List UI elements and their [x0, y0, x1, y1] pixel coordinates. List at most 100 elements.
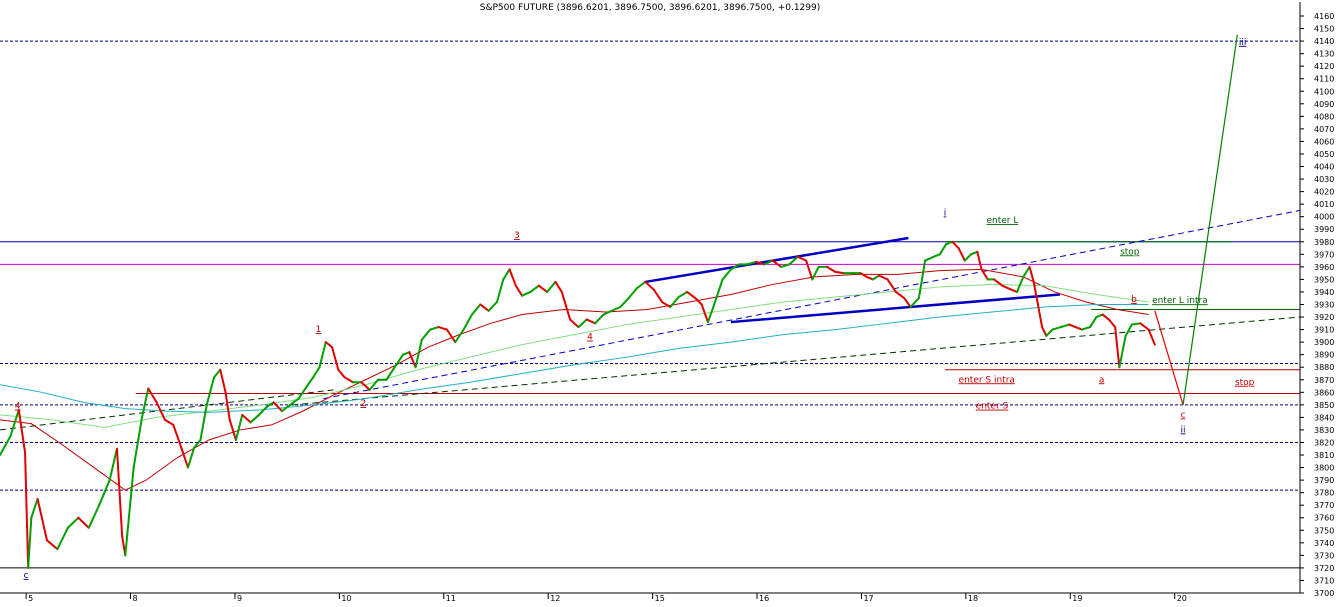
price-segment-138	[1028, 265, 1035, 283]
y-tick-label: 3980	[1314, 238, 1334, 247]
price-segment-15	[115, 447, 124, 538]
price-segment-11	[77, 516, 90, 529]
price-segment-17	[124, 466, 135, 557]
price-segment-133	[993, 278, 1004, 287]
price-segment-20	[147, 387, 158, 404]
price-segment-9	[56, 526, 69, 551]
price-segment-31	[224, 391, 231, 421]
moving-average-line-2	[0, 304, 1149, 413]
price-segment-96	[721, 268, 732, 281]
y-tick-label: 3780	[1314, 489, 1334, 498]
price-segment-21	[155, 401, 166, 421]
price-segment-141	[1041, 326, 1048, 337]
price-segment-90	[677, 290, 689, 298]
price-segment-139	[1032, 280, 1039, 306]
price-segment-92	[694, 297, 703, 306]
y-tick-label: 3880	[1314, 363, 1334, 372]
price-segment-123	[932, 253, 941, 258]
price-segment-22	[163, 418, 175, 426]
x-tick-label: 12	[550, 594, 560, 602]
price-segment-109	[825, 265, 837, 273]
price-segment-87	[652, 288, 664, 303]
y-tick-label: 4010	[1314, 200, 1334, 209]
x-tick-label: 5	[28, 594, 33, 602]
price-segment-101	[763, 259, 774, 266]
price-segment-144	[1059, 323, 1071, 329]
annotation-1: 1	[316, 325, 322, 335]
price-segment-93	[700, 303, 709, 324]
annotation-14: enter S	[976, 402, 1009, 412]
price-segment-73	[537, 284, 549, 293]
price-segment-125	[945, 240, 954, 246]
price-segment-43	[312, 366, 321, 379]
price-segment-119	[903, 297, 912, 309]
price-segment-81	[602, 309, 613, 316]
y-tick-label: 3930	[1314, 301, 1334, 310]
price-segment-86	[644, 280, 655, 291]
y-tick-label: 4070	[1314, 125, 1334, 134]
annotation-3: 2	[361, 399, 367, 409]
price-segment-60	[437, 326, 448, 331]
price-segment-8	[45, 539, 59, 551]
price-segment-94	[706, 303, 716, 324]
price-segment-57	[414, 338, 423, 369]
price-segment-50	[360, 381, 371, 391]
price-segment-78	[577, 318, 588, 329]
price-segment-69	[508, 268, 517, 287]
price-segment-74	[546, 280, 557, 293]
price-segment-128	[963, 253, 973, 262]
price-segment-99	[746, 260, 757, 266]
y-tick-label: 4100	[1314, 87, 1334, 96]
annotation-12: enter S intra	[959, 375, 1015, 385]
price-segment-118	[894, 290, 906, 300]
y-tick-label: 3860	[1314, 388, 1334, 397]
annotation-5: c	[24, 571, 29, 581]
y-tick-label: 3720	[1314, 564, 1334, 573]
price-segment-48	[343, 376, 354, 384]
annotation-17: iii	[1239, 38, 1247, 48]
y-tick-label: 4080	[1314, 112, 1334, 121]
y-tick-label: 3740	[1314, 539, 1334, 548]
y-tick-label: 3830	[1314, 426, 1334, 435]
trend-line-4	[323, 209, 1301, 400]
price-segment-102	[771, 259, 783, 268]
annotation-0: 3	[514, 231, 520, 241]
price-segment-152	[1114, 326, 1121, 369]
price-segment-65	[479, 303, 490, 312]
price-segment-85	[635, 280, 647, 290]
price-segment-71	[521, 290, 532, 297]
price-segment-155	[1130, 322, 1142, 326]
annotation-6: i	[944, 208, 947, 218]
price-segment-143	[1051, 326, 1062, 331]
price-segment-103	[780, 263, 791, 268]
y-tick-label: 3840	[1314, 413, 1334, 422]
annotation-8: stop	[1120, 247, 1140, 257]
price-segment-64	[470, 303, 482, 316]
y-tick-label: 3850	[1314, 401, 1334, 410]
price-segment-40	[289, 397, 300, 406]
price-segment-89	[669, 295, 680, 309]
price-segment-18	[132, 416, 144, 469]
price-segment-91	[686, 290, 697, 300]
trend-lines	[0, 34, 1301, 431]
price-segment-105	[796, 255, 808, 262]
y-tick-label: 3770	[1314, 501, 1334, 510]
x-tick-label: 16	[759, 594, 769, 602]
y-tick-label: 3800	[1314, 464, 1334, 473]
price-segment-54	[393, 353, 405, 369]
annotation-labels: 3 1 4 2 4 c i enter L stop b enter L intra a enter S…	[15, 38, 1255, 581]
price-segment-117	[886, 278, 897, 293]
x-tick-label: 17	[863, 594, 873, 602]
price-segment-129	[970, 250, 979, 256]
trend-line-7	[645, 236, 909, 284]
price-segment-39	[280, 403, 292, 413]
price-segment-72	[529, 284, 540, 293]
y-tick-label: 3760	[1314, 514, 1334, 523]
price-segment-1	[0, 435, 12, 457]
y-tick-label: 4060	[1314, 137, 1334, 146]
price-segment-151	[1107, 318, 1117, 329]
price-segment-14	[108, 447, 118, 482]
y-tick-label: 3710	[1314, 576, 1334, 585]
price-segment-62	[454, 328, 465, 344]
price-segment-4	[24, 451, 30, 569]
